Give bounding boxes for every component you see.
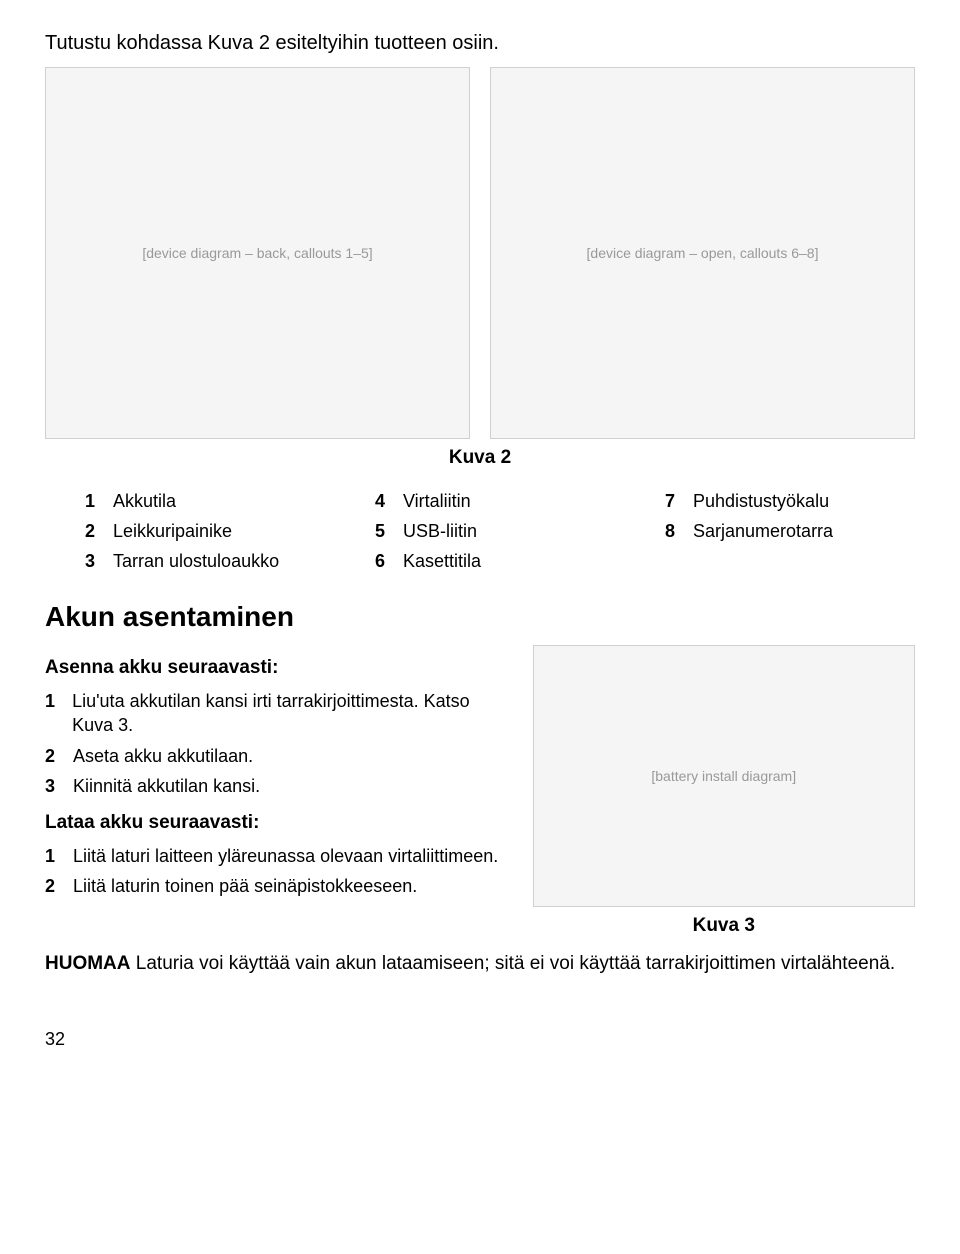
steps-1: 1Liu'uta akkutilan kansi irti tarrakirjo… [45, 689, 513, 798]
legend-num: 4 [375, 489, 393, 513]
subhead-1: Asenna akku seuraavasti: [45, 655, 513, 681]
step-item: 2 Aseta akku akkutilaan. [45, 744, 513, 768]
intro-text: Tutustu kohdassa Kuva 2 esiteltyihin tuo… [45, 30, 915, 57]
step-text: Liitä laturi laitteen yläreunassa olevaa… [73, 844, 498, 868]
legend-item: 5 USB-liitin [375, 519, 625, 543]
step-text: Kiinnitä akkutilan kansi. [73, 774, 260, 798]
step-num: 3 [45, 774, 63, 798]
step-item: 2 Liitä laturin toinen pää seinäpistokkee… [45, 874, 513, 898]
step-item: 3 Kiinnitä akkutilan kansi. [45, 774, 513, 798]
step-item: 1Liu'uta akkutilan kansi irti tarrakirjo… [45, 689, 513, 738]
note-text: Laturia voi käyttää vain akun lataamisee… [131, 953, 896, 974]
legend-item: 4 Virtaliitin [375, 489, 625, 513]
legend-item: 7 Puhdistustyökalu [665, 489, 915, 513]
legend-col-1: 1 Akkutila 2 Leikkuripainike 3 Tarran ulost… [85, 489, 335, 580]
step-text: Liitä laturin toinen pää seinäpistokkees… [73, 874, 417, 898]
figure-2-right: [device diagram – open, callouts 6–8] [490, 67, 915, 439]
step-text: Liu'uta akkutilan kansi irti tarrakirjoi… [72, 689, 512, 738]
steps-2: 1 Liitä laturi laitteen yläreunassa oleva… [45, 844, 513, 899]
legend-num: 1 [85, 489, 103, 513]
step-item: 1 Liitä laturi laitteen yläreunassa oleva… [45, 844, 513, 868]
legend-text: USB-liitin [403, 519, 477, 543]
legend-item: 8 Sarjanumerotarra [665, 519, 915, 543]
content-right: [battery install diagram] Kuva 3 [533, 645, 916, 939]
step-num: 1 [45, 844, 63, 868]
legend: 1 Akkutila 2 Leikkuripainike 3 Tarran ulost… [85, 489, 915, 580]
legend-text: Tarran ulostuloaukko [113, 549, 279, 573]
legend-num: 8 [665, 519, 683, 543]
step-num: 2 [45, 744, 63, 768]
figure-2-left: [device diagram – back, callouts 1–5] [45, 67, 470, 439]
section-title: Akun asentaminen [45, 598, 915, 636]
legend-item: 6 Kasettitila [375, 549, 625, 573]
figure-3-caption: Kuva 3 [533, 913, 916, 939]
legend-col-3: 7 Puhdistustyökalu 8 Sarjanumerotarra [665, 489, 915, 580]
legend-num: 5 [375, 519, 393, 543]
note: HUOMAA Laturia voi käyttää vain akun lat… [45, 951, 915, 977]
step-text: Aseta akku akkutilaan. [73, 744, 253, 768]
legend-num: 6 [375, 549, 393, 573]
legend-text: Akkutila [113, 489, 176, 513]
figure-2-caption: Kuva 2 [45, 445, 915, 471]
legend-text: Virtaliitin [403, 489, 471, 513]
legend-num: 7 [665, 489, 683, 513]
subhead-2: Lataa akku seuraavasti: [45, 810, 513, 836]
figure-2-area: [device diagram – back, callouts 1–5] [d… [45, 67, 915, 439]
figure-3: [battery install diagram] [533, 645, 916, 907]
content-left: Asenna akku seuraavasti: 1Liu'uta akkuti… [45, 645, 513, 939]
step-num: 1 [45, 689, 62, 738]
legend-num: 3 [85, 549, 103, 573]
legend-item: 1 Akkutila [85, 489, 335, 513]
step-num: 2 [45, 874, 63, 898]
legend-text: Sarjanumerotarra [693, 519, 833, 543]
legend-text: Puhdistustyökalu [693, 489, 829, 513]
legend-text: Leikkuripainike [113, 519, 232, 543]
note-label: HUOMAA [45, 953, 131, 974]
page-number: 32 [45, 1027, 915, 1051]
legend-col-2: 4 Virtaliitin 5 USB-liitin 6 Kasettitila [375, 489, 625, 580]
content-two-col: Asenna akku seuraavasti: 1Liu'uta akkuti… [45, 645, 915, 939]
legend-text: Kasettitila [403, 549, 481, 573]
legend-num: 2 [85, 519, 103, 543]
legend-item: 3 Tarran ulostuloaukko [85, 549, 335, 573]
legend-item: 2 Leikkuripainike [85, 519, 335, 543]
